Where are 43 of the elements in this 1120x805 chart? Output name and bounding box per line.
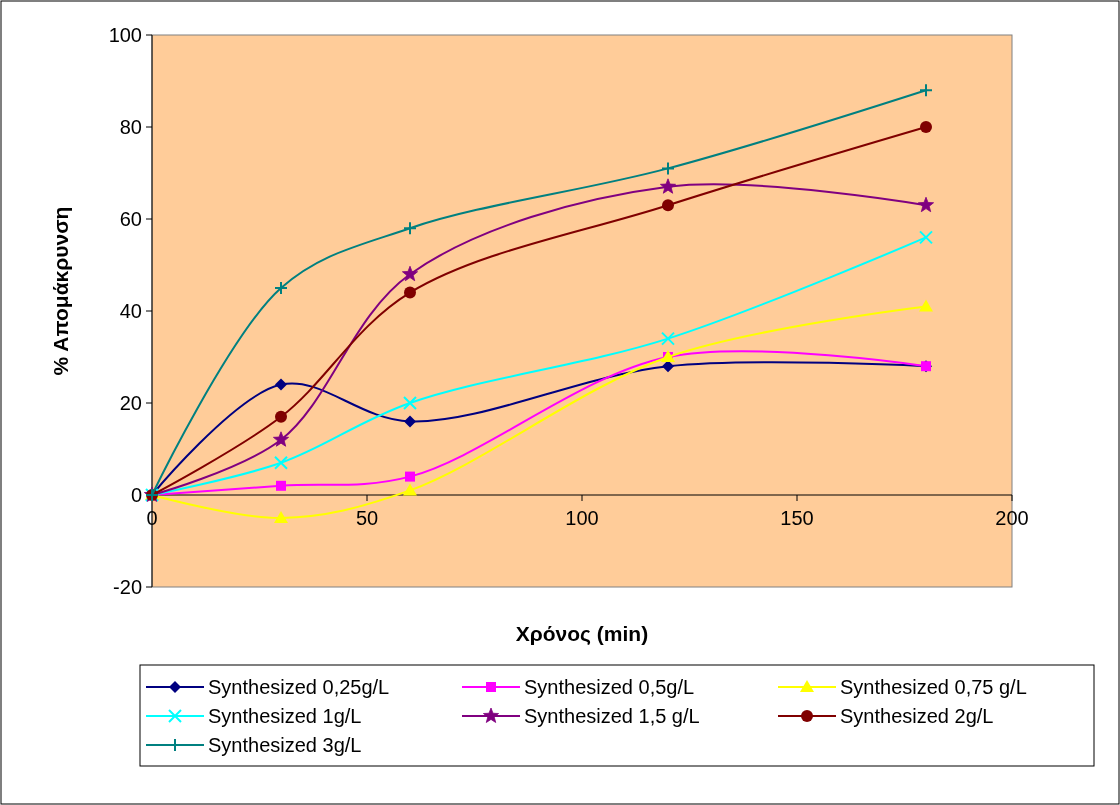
- legend-label: Synthesized 0,5g/L: [524, 676, 695, 698]
- x-axis-title: Χρόνος (min): [515, 622, 649, 646]
- legend-label: Synthesized 0,25g/L: [208, 676, 390, 698]
- point: [919, 83, 933, 98]
- legend-label: Synthesized 2g/L: [840, 705, 994, 727]
- point: [404, 286, 416, 299]
- legend-label: Synthesized 1,5 g/L: [524, 705, 700, 727]
- point: [917, 196, 935, 213]
- x-tick-label: 150: [780, 507, 814, 529]
- point: [661, 331, 675, 346]
- point: [403, 221, 417, 236]
- y-axis-title: % Απομάκρυνση: [49, 206, 72, 376]
- point: [405, 471, 415, 482]
- point: [919, 299, 933, 312]
- x-tick-label: 100: [565, 507, 599, 529]
- point: [404, 415, 416, 428]
- point: [275, 378, 287, 391]
- y-tick-label: 20: [119, 392, 142, 414]
- x-tick-label: 50: [355, 507, 379, 529]
- point: [403, 396, 417, 410]
- y-tick-label: -20: [113, 576, 142, 598]
- point: [274, 511, 288, 523]
- point: [274, 281, 288, 295]
- legend-label: Synthesized 1g/L: [208, 705, 362, 727]
- point: [276, 480, 286, 491]
- point: [920, 121, 932, 133]
- point: [272, 431, 290, 447]
- point: [275, 410, 287, 423]
- x-tick-label: 200: [995, 507, 1029, 529]
- point: [662, 199, 674, 212]
- y-tick-label: 80: [119, 116, 142, 138]
- point: [661, 161, 675, 176]
- y-tick-label: 40: [119, 300, 142, 322]
- point: [659, 178, 677, 194]
- point: [403, 483, 417, 496]
- y-tick-label: 100: [108, 24, 142, 46]
- legend-label: Synthesized 3g/L: [208, 734, 362, 756]
- point: [274, 455, 288, 470]
- y-tick-label: 60: [119, 208, 142, 230]
- y-tick-label: 0: [130, 484, 142, 506]
- point: [919, 230, 933, 245]
- legend-label: Synthesized 0,75 g/L: [840, 676, 1027, 698]
- point: [401, 265, 419, 282]
